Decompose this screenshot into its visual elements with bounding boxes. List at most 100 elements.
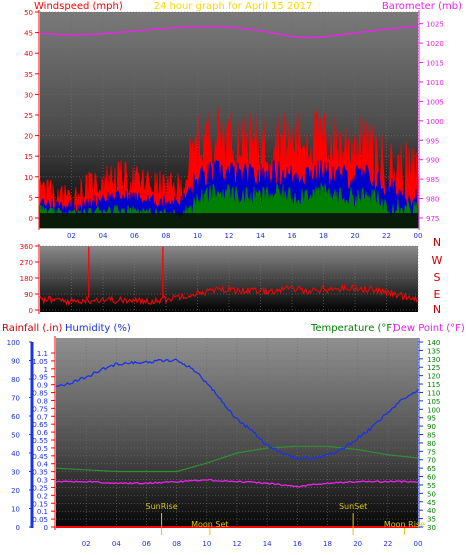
wind-tick-labels: 0510152025303540455097598098599099510001… bbox=[24, 9, 444, 240]
humidity-temp-tick-labels: 010203040506070809010000.050.10.150.20.2… bbox=[7, 339, 441, 548]
windspeed-axis-title: Windspeed (mph) bbox=[34, 1, 123, 12]
wind-y-tick-label: 0 bbox=[29, 215, 33, 223]
wind-x-tick-label: 12 bbox=[225, 232, 234, 240]
temperature-y-tick-label: 95 bbox=[427, 415, 436, 423]
direction-y-tick-label: 270 bbox=[20, 259, 33, 267]
barometer-y-tick-label: 980 bbox=[426, 196, 439, 204]
compass-label: N bbox=[433, 236, 441, 249]
humidity-x-tick-label: 14 bbox=[263, 540, 272, 548]
humidity-y-tick-label: 90 bbox=[11, 358, 20, 366]
humidity-x-tick-label: 04 bbox=[112, 540, 121, 548]
temperature-y-tick-label: 105 bbox=[427, 398, 440, 406]
event-label: SunSet bbox=[339, 502, 367, 511]
dew-point-axis-title: Dew Point (°F) bbox=[393, 323, 465, 334]
temperature-y-tick-label: 50 bbox=[427, 490, 436, 498]
wind-x-tick-label: 02 bbox=[67, 232, 76, 240]
rain-y-tick-label: 0.75 bbox=[32, 405, 48, 413]
rain-y-tick-label: 1.05 bbox=[32, 358, 48, 366]
temperature-y-tick-label: 125 bbox=[427, 364, 440, 372]
humidity-y-tick-label: 100 bbox=[7, 339, 20, 347]
rain-y-tick-label: 0.05 bbox=[32, 516, 48, 524]
wind-y-tick-label: 20 bbox=[24, 133, 33, 141]
rainfall-axis-title: Rainfall (.in) bbox=[2, 323, 63, 334]
barometer-y-tick-label: 1020 bbox=[426, 40, 444, 48]
humidity-x-tick-label: 10 bbox=[202, 540, 211, 548]
humidity-x-tick-label: 20 bbox=[353, 540, 362, 548]
temperature-y-tick-label: 90 bbox=[427, 423, 436, 431]
wind-x-tick-label: 20 bbox=[351, 232, 360, 240]
wind-series-group bbox=[39, 25, 419, 229]
humidity-y-tick-label: 20 bbox=[11, 487, 20, 495]
rain-y-tick-label: 0.25 bbox=[32, 484, 48, 492]
barometer-y-tick-label: 990 bbox=[426, 157, 439, 165]
temperature-y-tick-label: 80 bbox=[427, 440, 436, 448]
rain-y-tick-label: 0.55 bbox=[32, 437, 48, 445]
rain-y-tick-label: 0.65 bbox=[32, 421, 48, 429]
humidity-temp-series-group: SunRise Moon Set SunSet Moon Rise bbox=[55, 358, 425, 535]
temperature-y-tick-label: 75 bbox=[427, 448, 436, 456]
temperature-y-tick-label: 120 bbox=[427, 373, 440, 381]
barometer-y-tick-label: 1015 bbox=[426, 60, 444, 68]
wind-x-tick-label: 18 bbox=[319, 232, 328, 240]
temperature-y-tick-label: 115 bbox=[427, 381, 440, 389]
wind-y-tick-label: 5 bbox=[29, 194, 33, 202]
wind-x-tick-label: 16 bbox=[288, 232, 297, 240]
humidity-y-tick-label: 40 bbox=[11, 450, 20, 458]
rain-y-tick-label: 0.4 bbox=[37, 461, 49, 469]
rain-y-tick-label: 0.7 bbox=[37, 413, 48, 421]
wind-y-tick-label: 50 bbox=[24, 9, 33, 17]
temperature-y-tick-label: 110 bbox=[427, 389, 440, 397]
wind-direction-series bbox=[39, 283, 419, 306]
rain-y-tick-label: 0.8 bbox=[37, 397, 48, 405]
rain-y-tick-label: 0.6 bbox=[37, 429, 49, 437]
rain-y-tick-label: 0.3 bbox=[37, 477, 48, 485]
temperature-y-tick-label: 55 bbox=[427, 482, 436, 490]
wind-x-tick-label: 10 bbox=[193, 232, 202, 240]
humidity-x-tick-label: 00 bbox=[414, 540, 423, 548]
barometer-y-tick-label: 1005 bbox=[426, 98, 444, 106]
wind-y-tick-label: 30 bbox=[24, 91, 33, 99]
humidity-y-tick-label: 80 bbox=[11, 376, 20, 384]
barometer-axis-title: Barometer (mb) bbox=[382, 1, 462, 12]
wind-x-tick-label: 22 bbox=[382, 232, 391, 240]
rain-y-tick-label: 0.15 bbox=[32, 500, 48, 508]
barometer-y-tick-label: 1000 bbox=[426, 118, 444, 126]
humidity-x-tick-label: 22 bbox=[383, 540, 392, 548]
rain-y-tick-label: 0.85 bbox=[32, 390, 48, 398]
wind-x-tick-label: 06 bbox=[130, 232, 139, 240]
wind-x-tick-label: 14 bbox=[256, 232, 265, 240]
direction-gridlines bbox=[40, 245, 419, 311]
temperature-y-tick-label: 135 bbox=[427, 347, 440, 355]
compass-label: S bbox=[434, 271, 441, 284]
humidity-y-tick-label: 70 bbox=[11, 395, 20, 403]
graph-title: 24 hour graph for April 15 2017 bbox=[154, 1, 313, 12]
rain-y-tick-label: 0.45 bbox=[32, 453, 48, 461]
temperature-y-tick-label: 100 bbox=[427, 406, 440, 414]
wind-y-tick-label: 35 bbox=[24, 71, 33, 79]
humidity-x-tick-label: 06 bbox=[142, 540, 151, 548]
barometer-y-tick-label: 995 bbox=[426, 137, 439, 145]
humidity-axis-title: Humidity (%) bbox=[65, 323, 131, 334]
compass-label: W bbox=[432, 254, 443, 267]
event-label: Moon Set bbox=[191, 520, 228, 529]
humidity-y-tick-label: 50 bbox=[11, 432, 20, 440]
barometer-y-tick-label: 1025 bbox=[426, 21, 444, 29]
humidity-y-tick-label: 30 bbox=[11, 469, 20, 477]
humidity-y-tick-label: 60 bbox=[11, 413, 20, 421]
temperature-y-tick-label: 140 bbox=[427, 339, 440, 347]
barometer-y-tick-label: 975 bbox=[426, 215, 439, 223]
humidity-x-tick-label: 02 bbox=[82, 540, 91, 548]
direction-y-tick-label: 360 bbox=[20, 243, 33, 251]
rain-y-tick-label: 1 bbox=[44, 366, 48, 374]
wind-x-tick-label: 00 bbox=[414, 232, 423, 240]
barometer-y-tick-label: 985 bbox=[426, 176, 439, 184]
compass-label: E bbox=[434, 288, 441, 301]
rain-y-tick-label: 0.5 bbox=[37, 445, 48, 453]
barometer-series bbox=[39, 25, 419, 39]
wind-x-tick-label: 08 bbox=[162, 232, 171, 240]
humidity-y-tick-label: 0 bbox=[16, 524, 20, 532]
temperature-y-tick-label: 85 bbox=[427, 432, 436, 440]
direction-series-group bbox=[39, 246, 419, 306]
